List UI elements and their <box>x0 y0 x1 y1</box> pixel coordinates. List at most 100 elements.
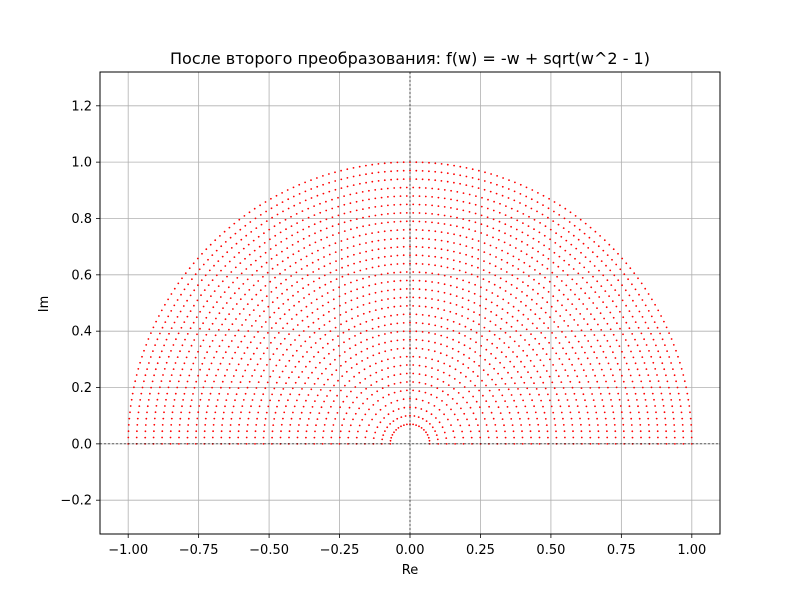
data-point <box>623 273 626 276</box>
data-point <box>344 384 346 387</box>
data-point <box>510 216 513 219</box>
data-point <box>153 430 155 433</box>
data-point <box>553 417 556 420</box>
data-point <box>409 169 411 172</box>
data-point <box>340 323 342 326</box>
data-point <box>258 245 261 248</box>
data-point <box>195 430 198 433</box>
data-point <box>661 362 664 365</box>
data-point <box>449 293 452 296</box>
data-point <box>572 268 575 270</box>
data-point <box>232 281 234 284</box>
data-point <box>224 265 227 267</box>
data-point <box>291 284 293 287</box>
data-point <box>230 381 233 383</box>
data-point <box>400 425 402 428</box>
data-point <box>418 364 421 367</box>
data-point <box>215 274 218 277</box>
data-point <box>396 314 399 316</box>
data-point <box>548 341 550 344</box>
data-point <box>318 327 321 330</box>
data-point <box>383 238 386 241</box>
data-point <box>302 355 304 358</box>
data-point <box>575 308 578 310</box>
data-point <box>486 225 489 228</box>
data-point <box>197 374 200 377</box>
data-point <box>264 201 267 203</box>
data-point <box>402 262 405 265</box>
data-point <box>616 362 619 365</box>
data-point <box>412 305 414 307</box>
data-point <box>462 226 464 229</box>
data-point <box>579 417 581 420</box>
data-point <box>481 379 483 382</box>
data-point <box>519 202 521 204</box>
data-point <box>538 282 540 285</box>
data-point <box>428 314 430 317</box>
data-point <box>462 209 465 212</box>
data-point <box>672 368 674 370</box>
data-point <box>322 436 324 439</box>
data-point <box>296 231 299 234</box>
data-point <box>229 236 232 239</box>
data-point <box>596 280 599 283</box>
data-point <box>350 228 352 231</box>
data-point <box>283 411 286 414</box>
data-point <box>251 298 253 301</box>
data-point <box>463 386 466 388</box>
data-point <box>393 431 395 434</box>
data-point <box>337 335 339 337</box>
data-point <box>675 349 677 352</box>
data-point <box>149 356 152 358</box>
data-point <box>273 311 276 314</box>
data-point <box>163 411 165 414</box>
data-point <box>534 337 537 340</box>
data-point <box>393 383 396 385</box>
data-point <box>310 302 313 304</box>
data-point <box>582 242 585 245</box>
data-point <box>326 395 328 397</box>
data-point <box>180 293 182 296</box>
data-point <box>456 208 458 211</box>
data-point <box>453 233 455 236</box>
data-point <box>454 443 456 445</box>
data-point <box>393 280 396 283</box>
data-point <box>325 200 327 203</box>
data-point <box>224 318 227 321</box>
data-point <box>462 279 464 282</box>
data-point <box>376 390 379 393</box>
data-point <box>605 424 608 426</box>
data-point <box>366 338 368 341</box>
data-point <box>452 329 455 332</box>
data-point <box>472 320 475 323</box>
data-point <box>386 187 389 190</box>
data-point <box>253 369 256 371</box>
data-point <box>593 265 596 267</box>
data-point <box>295 313 298 316</box>
data-point <box>524 339 526 341</box>
data-point <box>431 426 434 429</box>
data-point <box>434 430 436 432</box>
data-point <box>496 183 498 186</box>
data-point <box>567 375 569 377</box>
data-point <box>485 348 488 351</box>
data-point <box>424 391 427 394</box>
data-point <box>206 405 209 407</box>
data-point <box>425 357 427 359</box>
data-point <box>641 356 644 358</box>
data-point <box>494 357 497 360</box>
data-point <box>541 213 544 216</box>
data-point <box>393 365 396 368</box>
data-point <box>374 300 377 303</box>
data-point <box>287 207 290 210</box>
data-point <box>547 216 549 219</box>
data-point <box>507 188 510 190</box>
data-point <box>492 417 495 420</box>
point-ring <box>211 245 609 445</box>
data-point <box>504 331 507 334</box>
data-point <box>584 334 586 337</box>
data-point <box>539 359 542 361</box>
data-point <box>239 381 242 384</box>
data-point <box>548 375 551 378</box>
data-point <box>316 185 319 188</box>
